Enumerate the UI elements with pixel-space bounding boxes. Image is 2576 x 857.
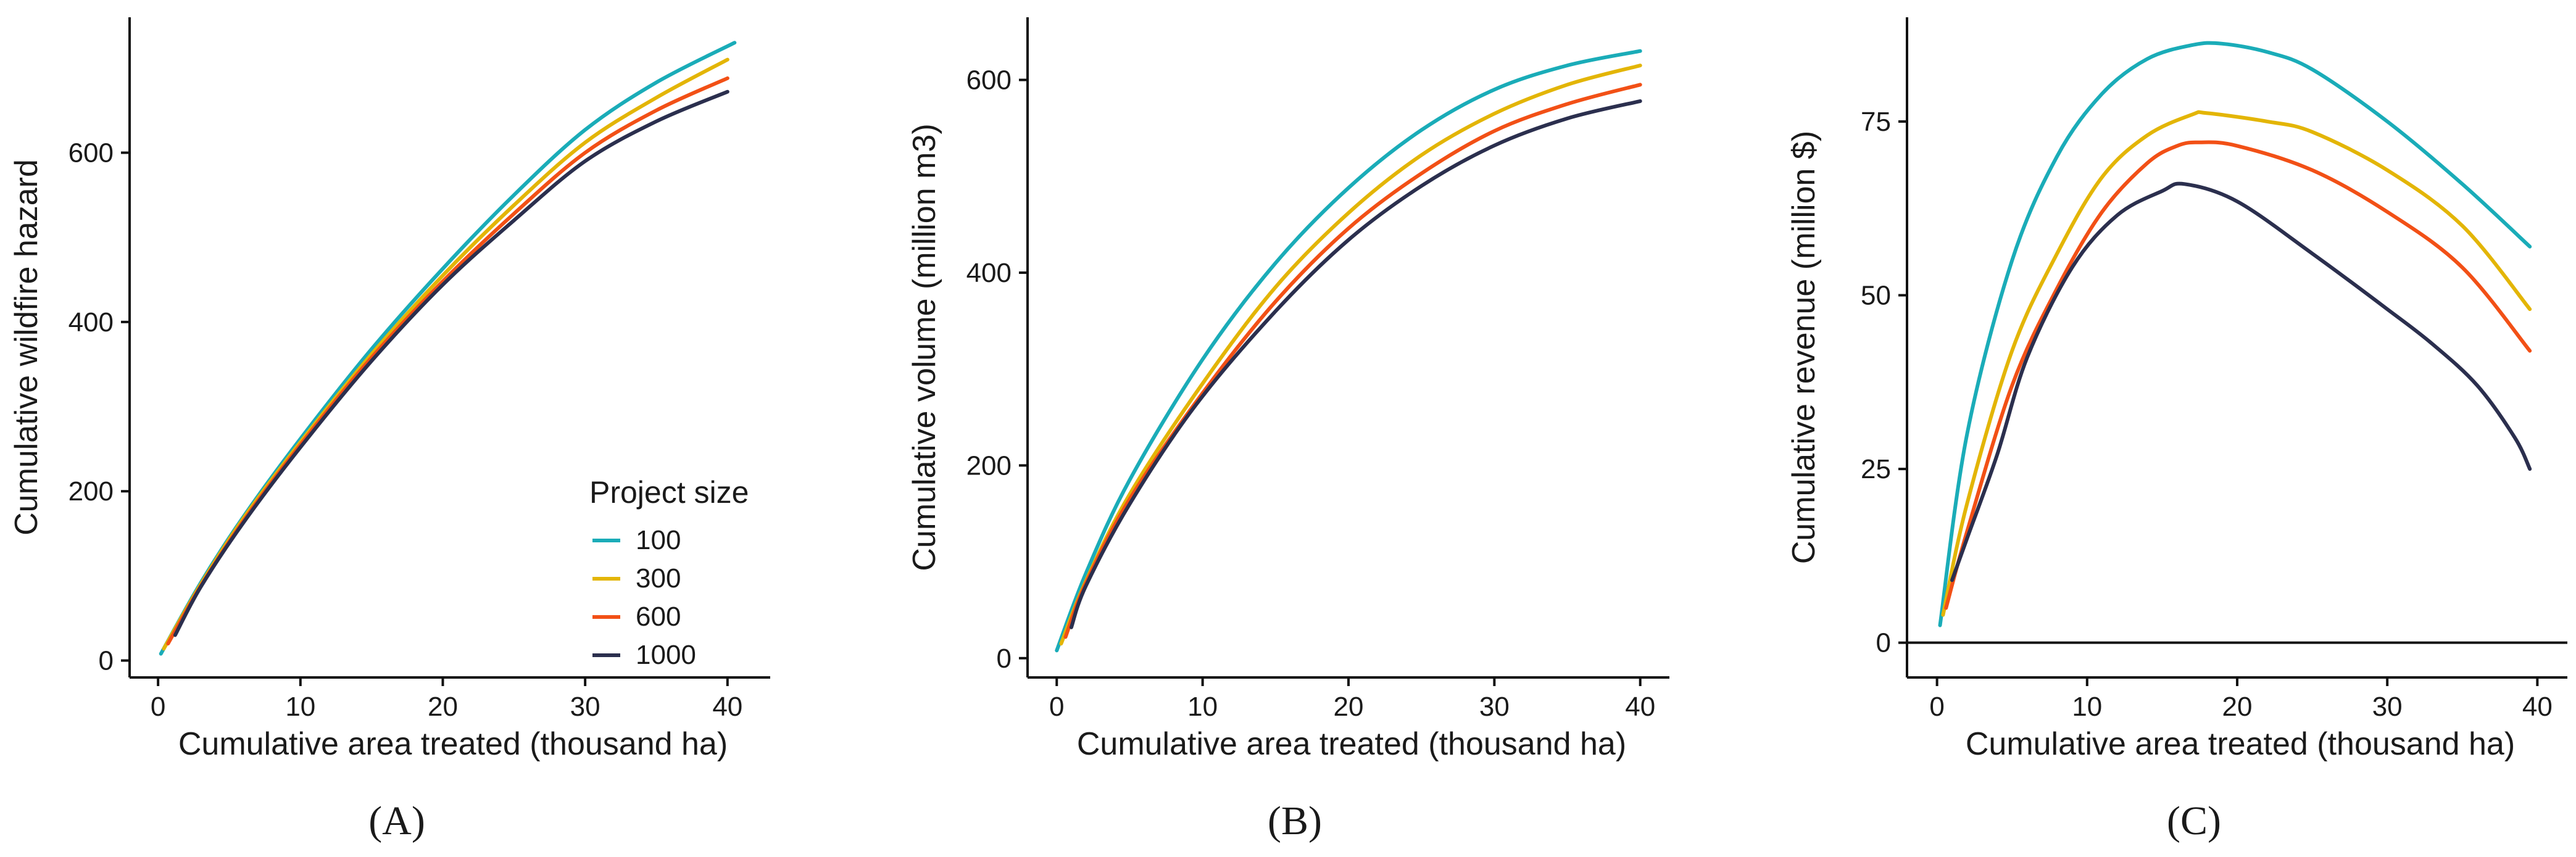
x-tick-label: 30 <box>570 692 600 722</box>
x-tick-label: 20 <box>428 692 458 722</box>
y-tick-label: 0 <box>997 644 1012 674</box>
legend: Project size 100 300 600 1000 <box>589 475 749 670</box>
panel-label: (A) <box>368 798 425 843</box>
x-tick-label: 30 <box>2372 692 2403 722</box>
series-line-100 <box>1938 41 2532 627</box>
series-line-1000 <box>1069 99 1642 629</box>
series-line-300 <box>162 57 729 651</box>
legend-label-1000: 1000 <box>636 640 696 670</box>
y-tick-label: 600 <box>69 138 114 168</box>
legend-label-600: 600 <box>636 602 681 632</box>
y-axis-title: Cumulative wildfire hazard <box>9 159 44 536</box>
series-line-300 <box>1059 64 1642 646</box>
series-line-600 <box>1063 83 1642 639</box>
legend-title: Project size <box>589 475 749 510</box>
legend-label-100: 100 <box>636 525 681 555</box>
y-tick-label: 25 <box>1861 454 1891 484</box>
x-axis-title: Cumulative area treated (thousand ha) <box>1077 726 1626 762</box>
y-tick-label: 75 <box>1861 107 1891 137</box>
x-tick-label: 0 <box>1929 692 1944 722</box>
legend-label-300: 300 <box>636 563 681 594</box>
x-tick-label: 20 <box>2222 692 2253 722</box>
y-tick-label: 400 <box>69 307 114 337</box>
x-tick-label: 10 <box>285 692 315 722</box>
x-axis-title: Cumulative area treated (thousand ha) <box>1966 726 2515 762</box>
series-line-100 <box>1055 49 1642 653</box>
x-tick-label: 10 <box>1187 692 1218 722</box>
y-tick-label: 0 <box>99 646 114 676</box>
y-tick-label: 400 <box>966 258 1012 288</box>
series-line-1000 <box>1950 181 2532 582</box>
x-tick-label: 10 <box>2072 692 2102 722</box>
panel-label: (B) <box>1268 798 1322 843</box>
x-tick-label: 0 <box>151 692 165 722</box>
y-axis-title: Cumulative revenue (million $) <box>1786 131 1822 564</box>
y-tick-label: 200 <box>966 450 1012 481</box>
series-line-600 <box>1944 140 2532 610</box>
x-axis-title: Cumulative area treated (thousand ha) <box>178 726 728 762</box>
series-line-600 <box>166 76 729 646</box>
y-tick-label: 50 <box>1861 281 1891 311</box>
y-tick-label: 0 <box>1876 628 1891 658</box>
y-axis-title: Cumulative volume (million m3) <box>907 123 942 571</box>
panel-c: 0 10 20 30 40 0 25 50 75 Cumulative area treated … <box>1786 17 2567 843</box>
x-tick-label: 40 <box>712 692 742 722</box>
series-line-300 <box>1941 110 2532 617</box>
panel-label: (C) <box>2167 798 2221 843</box>
x-tick-label: 20 <box>1334 692 1364 722</box>
x-tick-label: 40 <box>1625 692 1655 722</box>
x-tick-label: 0 <box>1049 692 1064 722</box>
series-line-1000 <box>173 89 729 637</box>
y-tick-label: 200 <box>69 476 114 507</box>
x-tick-label: 30 <box>1479 692 1510 722</box>
x-tick-label: 40 <box>2522 692 2553 722</box>
series-line-100 <box>159 41 737 656</box>
y-tick-label: 600 <box>966 65 1012 96</box>
